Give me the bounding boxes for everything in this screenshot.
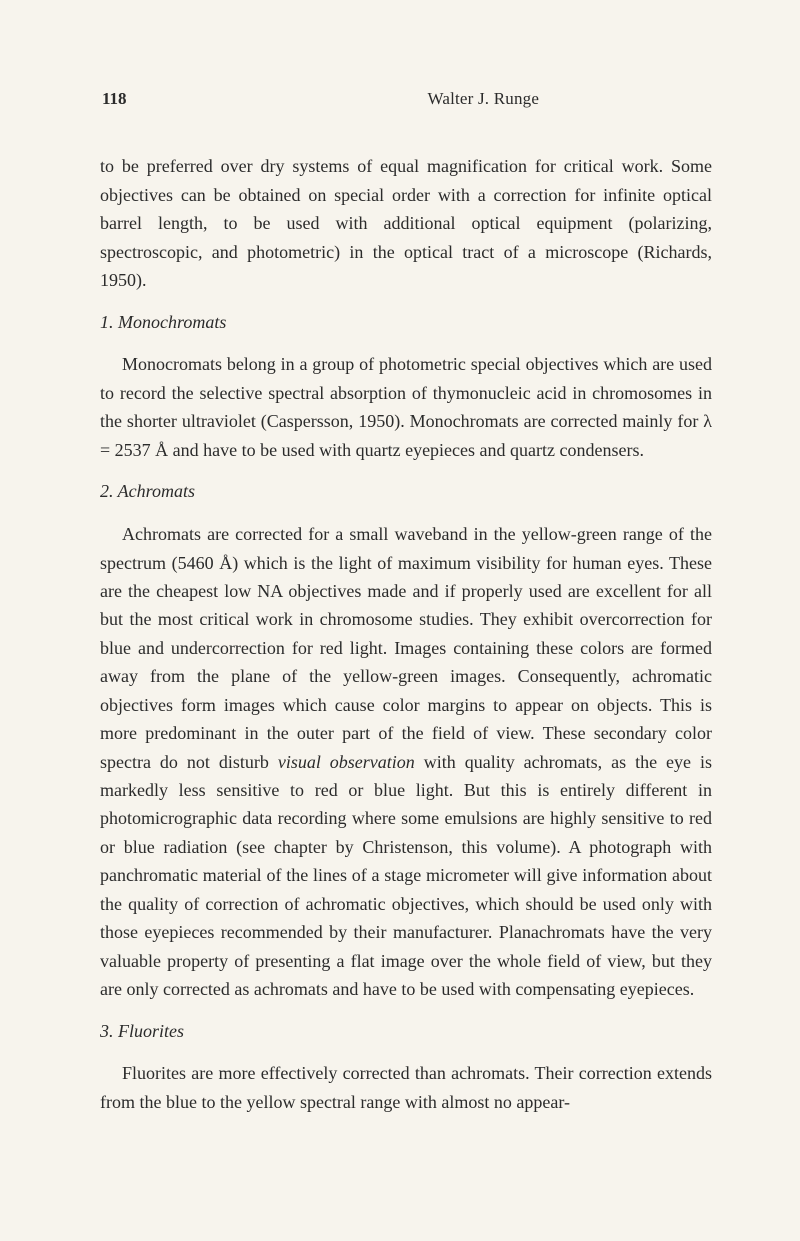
author-name: Walter J. Runge (427, 86, 539, 112)
achromats-body-part2: with quality achromats, as the eye is ma… (100, 752, 712, 1000)
achromats-body-italic: visual observation (278, 752, 415, 772)
section-heading-achromats: 2. Achromats (100, 478, 712, 506)
monochromats-body: Monocromats belong in a group of photome… (100, 350, 712, 464)
intro-paragraph: to be preferred over dry systems of equa… (100, 152, 712, 294)
fluorites-body: Fluorites are more effectively corrected… (100, 1059, 712, 1116)
achromats-body: Achromats are corrected for a small wave… (100, 520, 712, 1003)
section-heading-fluorites: 3. Fluorites (100, 1018, 712, 1046)
achromats-body-part1: Achromats are corrected for a small wave… (100, 524, 712, 772)
section-heading-monochromats: 1. Monochromats (100, 309, 712, 337)
page-header: 118 Walter J. Runge (100, 86, 712, 112)
page-number: 118 (102, 86, 127, 112)
